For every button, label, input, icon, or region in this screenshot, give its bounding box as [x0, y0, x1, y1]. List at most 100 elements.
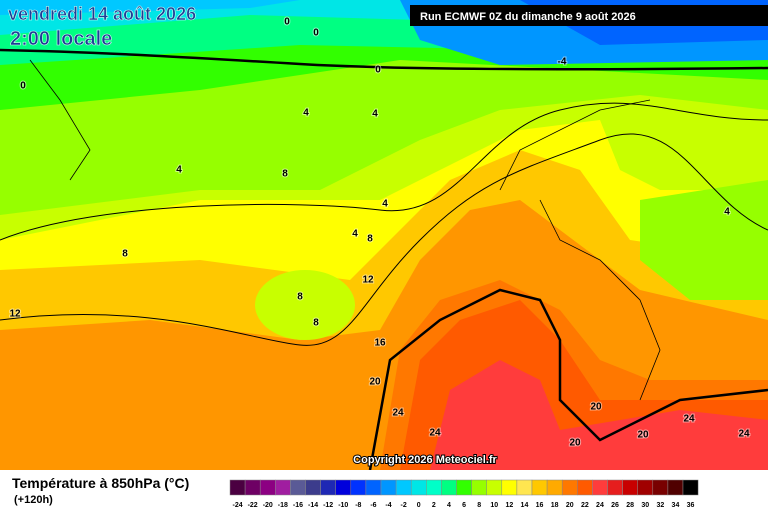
legend-title: Température à 850hPa (°C): [12, 475, 189, 491]
scale-cell: [667, 479, 684, 496]
scale-cell: [577, 479, 593, 496]
contour-label: 4: [372, 109, 378, 120]
contour-label: 0: [375, 65, 381, 76]
copyright: Copyright 2026 Meteociel.fr: [353, 454, 497, 466]
contour-label: 0: [313, 28, 319, 39]
contour-label: 4: [382, 199, 388, 210]
scale-cell: [244, 479, 261, 496]
contour-label: 4: [352, 229, 358, 240]
scale-label: 10: [490, 502, 498, 509]
contour-label: 12: [362, 275, 374, 286]
scale-label: -4: [385, 502, 391, 509]
scale-label: -22: [248, 502, 258, 509]
scale-cell: [622, 479, 638, 496]
scale-label: 32: [656, 502, 664, 509]
scale-label: 36: [687, 502, 695, 509]
scale-label: 12: [505, 502, 513, 509]
scale-cell: [275, 479, 291, 496]
scale-cell: [546, 479, 563, 496]
scale-cell: [456, 479, 472, 496]
scale-cell: [516, 479, 533, 496]
contour-label: -4: [558, 57, 567, 68]
contour-label: 20: [637, 430, 649, 441]
scale-label: 26: [611, 502, 619, 509]
scale-label: 22: [581, 502, 589, 509]
scale-label: 18: [551, 502, 559, 509]
run-info: Run ECMWF 0Z du dimanche 9 août 2026: [420, 11, 636, 23]
contour-label: 20: [590, 402, 602, 413]
scale-label: 2: [432, 502, 436, 509]
scale-cell: [607, 479, 623, 496]
scale-label: -12: [323, 502, 333, 509]
scale-cell: [290, 479, 306, 496]
scale-label: -14: [308, 502, 318, 509]
scale-cell: [259, 479, 276, 496]
scale-label: -20: [263, 502, 273, 509]
scale-label: -10: [338, 502, 348, 509]
scale-label: -16: [293, 502, 303, 509]
scale-label: 14: [521, 502, 529, 509]
scale-label: 30: [641, 502, 649, 509]
contour-label: 20: [369, 377, 381, 388]
scale-cell: [365, 479, 382, 496]
scale-label: 0: [417, 502, 421, 509]
scale-label: 28: [626, 502, 634, 509]
scale-label: 20: [566, 502, 574, 509]
map-time: 2:00 locale: [10, 28, 112, 50]
scale-cell: [229, 479, 246, 496]
contour-label: 8: [297, 292, 303, 303]
scale-cell: [486, 479, 503, 496]
contour-label: 8: [313, 318, 319, 329]
scale-cell: [682, 479, 699, 496]
scale-cell: [441, 479, 457, 496]
scale-label: -2: [401, 502, 407, 509]
contour-label: 8: [282, 169, 288, 180]
scale-cell: [395, 479, 412, 496]
scale-label: -8: [355, 502, 361, 509]
scale-cell: [652, 479, 669, 496]
scale-cell: [592, 479, 608, 496]
contour-label: 4: [724, 207, 730, 218]
scale-cell: [501, 479, 518, 496]
scale-cell: [350, 479, 367, 496]
scale-cell: [426, 479, 442, 496]
contour-label: 16: [374, 338, 386, 349]
contour-label: 4: [176, 165, 182, 176]
contour-label: 24: [392, 408, 404, 419]
contour-label: 8: [367, 234, 373, 245]
scale-label: 6: [462, 502, 466, 509]
run-box: [410, 5, 768, 26]
scale-cell: [637, 479, 654, 496]
scale-label: -24: [232, 502, 242, 509]
scale-label: 8: [477, 502, 481, 509]
legend-subtitle: (+120h): [14, 494, 53, 506]
contour-label: 4: [303, 108, 309, 119]
scale-label: -18: [278, 502, 288, 509]
color-scale: -24 -22 -20 -18 -16 -14 -12 -10 -8 -6 -4 -2 0 2 4 6 8 10 1…: [229, 479, 699, 509]
scale-cell: [561, 479, 578, 496]
map: [0, 0, 768, 471]
map-date: vendredi 14 août 2026: [8, 4, 196, 24]
scale-cell: [410, 479, 427, 496]
contour-label: 12: [9, 309, 21, 320]
scale-cell: [335, 479, 352, 496]
scale-cell: [305, 479, 321, 496]
contour-label: 0: [20, 81, 26, 92]
scale-cell: [320, 479, 336, 496]
scale-label: 34: [672, 502, 680, 509]
contour-label: 20: [569, 438, 581, 449]
scale-cell: [531, 479, 548, 496]
scale-cell: [380, 479, 397, 496]
contour-label: 0: [284, 17, 290, 28]
scale-label: 4: [447, 502, 451, 509]
contour-label: 24: [429, 428, 441, 439]
contour-label: 24: [683, 414, 695, 425]
contour-label: 24: [738, 429, 750, 440]
scale-cell: [471, 479, 487, 496]
scale-label: 24: [596, 502, 604, 509]
scale-label: -6: [370, 502, 376, 509]
contour-label: 8: [122, 249, 128, 260]
scale-label: 16: [536, 502, 544, 509]
